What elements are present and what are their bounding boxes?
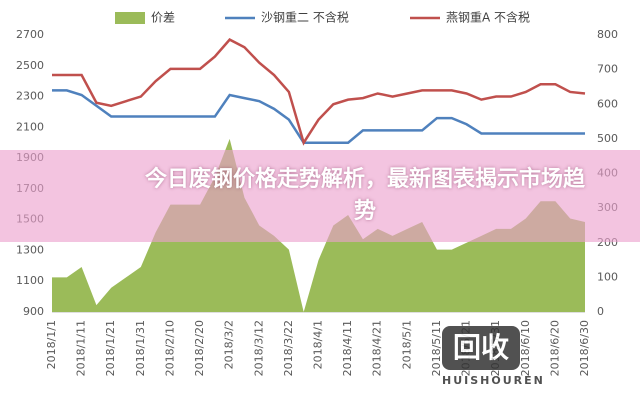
y2-tick-label: 500 — [597, 132, 618, 145]
y-tick-label: 900 — [23, 305, 44, 318]
x-tick-label: 2018/4/21 — [371, 320, 384, 376]
y2-tick-label: 600 — [597, 97, 618, 110]
banner: 今日废钢价格走势解析，最新图表揭示市场趋势 — [0, 150, 640, 242]
legend-swatch — [115, 12, 145, 24]
x-tick-label: 2018/5/1 — [400, 320, 413, 369]
x-tick-label: 2018/4/1 — [312, 320, 325, 369]
line — [52, 89, 585, 144]
y-tick-label: 2700 — [16, 28, 44, 41]
x-tick-label: 2018/2/10 — [163, 320, 176, 376]
x-tick-label: 2018/6/30 — [578, 320, 591, 376]
x-tick-label: 2018/3/12 — [252, 320, 265, 376]
watermark-logo: 回收 — [442, 326, 520, 370]
y2-tick-label: 700 — [597, 63, 618, 76]
x-tick-label: 2018/3/2 — [223, 320, 236, 369]
y2-tick-label: 800 — [597, 28, 618, 41]
y-tick-label: 1300 — [16, 243, 44, 256]
x-tick-label: 2018/1/11 — [75, 320, 88, 376]
y2-tick-label: 0 — [597, 305, 604, 318]
y-tick-label: 1100 — [16, 274, 44, 287]
x-tick-label: 2018/1/21 — [104, 320, 117, 376]
legend-label: 沙钢重二 不含税 — [261, 10, 349, 25]
x-tick-label: 2018/1/1 — [45, 320, 58, 369]
watermark-text: HUISHOUREN — [442, 374, 545, 387]
banner-title: 今日废钢价格走势解析，最新图表揭示市场趋势 — [144, 167, 585, 224]
y-tick-label: 2300 — [16, 90, 44, 103]
y2-tick-label: 100 — [597, 270, 618, 283]
line — [52, 38, 586, 146]
x-tick-label: 2018/1/31 — [134, 320, 147, 376]
legend-label: 价差 — [151, 11, 175, 25]
legend-label: 燕钢重A 不含税 — [446, 10, 530, 25]
x-tick-label: 2018/3/22 — [282, 320, 295, 376]
watermark: 回收 HUISHOUREN — [440, 322, 600, 392]
x-tick-label: 2018/6/10 — [519, 320, 532, 376]
x-tick-label: 2018/2/20 — [193, 320, 206, 376]
y-tick-label: 2100 — [16, 120, 44, 133]
area — [52, 138, 585, 312]
x-tick-label: 2018/4/11 — [341, 320, 354, 376]
y-tick-label: 2500 — [16, 59, 44, 72]
x-tick-label: 2018/6/20 — [548, 320, 561, 376]
x-tick-label: 2018/5/11 — [430, 320, 443, 376]
